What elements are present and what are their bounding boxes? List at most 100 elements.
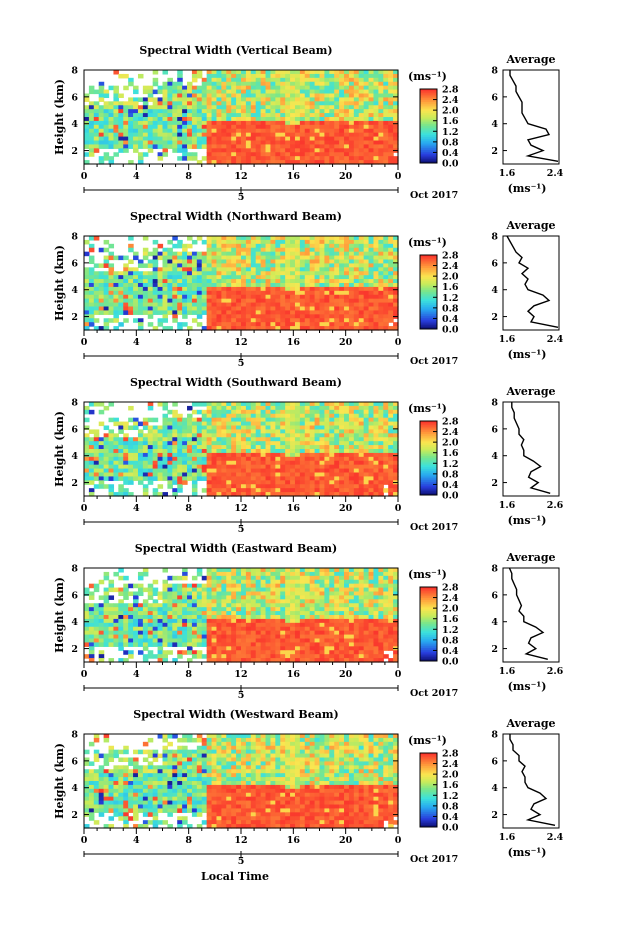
colorbar-tick-label: 0.0 [442, 491, 459, 502]
profile-x-tick-label: 1.6 [499, 832, 516, 843]
colorbar-segment [420, 456, 437, 459]
colorbar-segment [420, 293, 437, 297]
colorbar-tick-label: 2.4 [442, 427, 459, 438]
colorbar-tick-label: 0.8 [442, 469, 459, 480]
colorbar-tick-label: 0.0 [442, 823, 459, 834]
colorbar-segment [420, 769, 437, 772]
y-tick-label: 4 [71, 783, 78, 794]
colorbar-segment [420, 314, 437, 317]
panel-title: Spectral Width (Westward Beam) [133, 708, 338, 721]
profile-x-tick-label: 1.6 [499, 168, 516, 179]
profile-y-tick-label: 2 [491, 810, 498, 821]
colorbar-segment [420, 638, 437, 642]
colorbar-unit: (ms⁻¹) [408, 402, 447, 415]
colorbar-segment [420, 590, 437, 594]
day-label: 5 [238, 524, 245, 535]
colorbar-segment [420, 612, 437, 616]
profile-y-tick-label: 8 [491, 398, 498, 409]
colorbar-segment [420, 764, 437, 767]
colorbar-segment [420, 319, 437, 323]
colorbar-segment [420, 625, 437, 629]
profile-x-tick-label: 1.6 [499, 500, 516, 511]
date-label: Oct 2017 [410, 854, 458, 865]
colorbar-tick-label: 1.6 [442, 282, 459, 293]
colorbar-segment [420, 284, 437, 287]
colorbar-segment [420, 303, 437, 306]
colorbar-segment [420, 611, 437, 614]
colorbar-segment [420, 105, 437, 108]
y-tick-label: 6 [71, 756, 78, 767]
colorbar-tick-label: 2.4 [442, 593, 459, 604]
colorbar [419, 752, 438, 828]
profile-x-tick-label: 1.6 [499, 666, 516, 677]
colorbar-segment [420, 762, 437, 765]
colorbar-segment [420, 109, 437, 112]
y-tick-label: 2 [71, 146, 78, 157]
colorbar-segment [420, 485, 437, 489]
colorbar-segment [420, 806, 437, 809]
profile-plot [502, 567, 560, 663]
profile-title: Average [505, 219, 555, 232]
colorbar-segment [420, 648, 437, 651]
panel-3: Spectral Width (Eastward Beam) 2 4 6 8 Height… [53, 542, 564, 701]
panel-2: Spectral Width (Southward Beam) 2 4 6 8 Heigh… [53, 376, 564, 535]
colorbar-segment [420, 288, 437, 291]
y-tick-label: 6 [71, 590, 78, 601]
colorbar-segment [420, 90, 437, 94]
colorbar-segment [420, 773, 437, 776]
colorbar-segment [420, 487, 437, 490]
y-tick-label: 4 [71, 617, 78, 628]
profile-x-axis-label: (ms⁻¹) [508, 680, 547, 693]
panel-4: Spectral Width (Westward Beam) 2 4 6 8 Height… [53, 708, 564, 883]
colorbar-segment [420, 306, 437, 310]
colorbar-segment [420, 599, 437, 603]
y-axis-label: Height (km) [53, 743, 66, 819]
x-tick-label: 0 [81, 835, 88, 846]
profile-frame [502, 567, 560, 663]
colorbar-segment [420, 790, 437, 793]
x-tick-label: 0 [81, 171, 88, 182]
colorbar-segment [420, 255, 437, 258]
profile-line [509, 734, 556, 826]
colorbar-segment [420, 614, 437, 618]
colorbar-segment [420, 133, 437, 136]
y-tick-label: 2 [71, 312, 78, 323]
colorbar-segment [420, 478, 437, 481]
profile-line [509, 70, 559, 162]
y-tick-label: 6 [71, 92, 78, 103]
date-label: Oct 2017 [410, 688, 458, 699]
y-tick-label: 8 [71, 564, 78, 575]
profile-x-tick-label: 2.4 [547, 832, 564, 843]
colorbar-segment [420, 819, 437, 822]
colorbar-segment [420, 812, 437, 815]
colorbar-segment [420, 430, 437, 433]
colorbar-segment [420, 275, 437, 278]
colorbar-segment [420, 135, 437, 138]
colorbar-segment [420, 646, 437, 649]
x-tick-label: 8 [185, 171, 192, 182]
colorbar-segment [420, 655, 437, 658]
colorbar-segment [420, 312, 437, 315]
x-tick-label: 4 [133, 835, 140, 846]
x-tick-label: 0 [395, 503, 402, 514]
colorbar-segment [420, 89, 437, 92]
colorbar-unit: (ms⁻¹) [408, 734, 447, 747]
colorbar-segment [420, 292, 437, 295]
colorbar-segment [420, 799, 437, 802]
colorbar-segment [420, 277, 437, 280]
colorbar-frame [419, 254, 438, 330]
profile-y-tick-label: 4 [491, 783, 498, 794]
colorbar-frame [419, 586, 438, 662]
panel-title: Spectral Width (Eastward Beam) [135, 542, 337, 555]
colorbar-segment [420, 100, 437, 103]
colorbar-segment [420, 618, 437, 621]
panel-title: Spectral Width (Northward Beam) [130, 210, 342, 223]
colorbar-segment [420, 118, 437, 121]
colorbar-segment [420, 780, 437, 784]
profile-title: Average [505, 385, 555, 398]
colorbar-segment [420, 603, 437, 606]
profile-x-tick-label: 2.4 [547, 334, 564, 345]
colorbar-segment [420, 267, 437, 271]
x-tick-label: 0 [395, 835, 402, 846]
